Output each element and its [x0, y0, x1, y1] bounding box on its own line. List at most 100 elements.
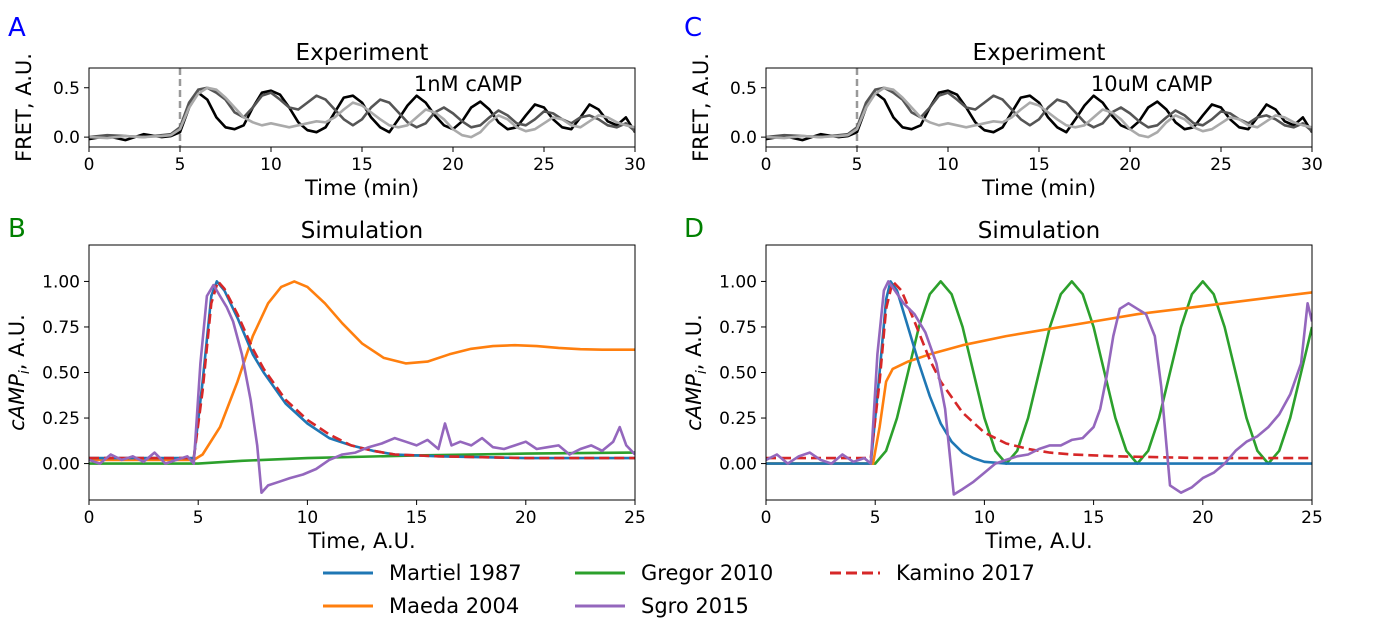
- x-tick-label-d: 20: [1192, 508, 1214, 528]
- panel-letter-c: C: [684, 13, 702, 43]
- series-group-d: [766, 280, 1312, 496]
- x-axis-label-d: Time, A.U.: [984, 529, 1092, 553]
- x-tick-label-c: 20: [1119, 155, 1141, 175]
- x-axis-label-b: Time, A.U.: [307, 529, 415, 553]
- y-axis-label-c: FRET, A.U.: [689, 53, 713, 162]
- legend-label-gregor-2010: Gregor 2010: [641, 561, 773, 585]
- series-line-a-trace-0: [89, 89, 635, 142]
- panels: A Experiment 1nM cAMP 0 5 10 15 20 25 30 0.0 0.5 Tim…: [5, 13, 1323, 553]
- series-group-b: [89, 280, 635, 494]
- y-tick-label-d: 0.25: [719, 409, 757, 429]
- panel-letter-d: D: [684, 214, 704, 244]
- x-tick-label-b: 25: [624, 508, 646, 528]
- series-group-a: [89, 86, 635, 142]
- legend-item-gregor-2010: Gregor 2010: [575, 561, 773, 585]
- legend-item-sgro-2015: Sgro 2015: [575, 594, 749, 618]
- x-tick-label-b: 0: [84, 508, 95, 528]
- chart-title-a: Experiment: [296, 40, 429, 66]
- series-line-b-sgro-2015: [89, 283, 635, 494]
- x-axis-label-c: Time (min): [981, 176, 1096, 200]
- chart-title-b: Simulation: [301, 218, 424, 244]
- annotation-c: 10uM cAMP: [1091, 72, 1213, 96]
- x-tick-label-a: 5: [175, 155, 186, 175]
- y-axis-label-rest: , A.U.: [5, 314, 29, 370]
- legend-label-martiel-1987: Martiel 1987: [389, 561, 522, 585]
- x-tick-label-b: 5: [193, 508, 204, 528]
- y-tick-label-d: 0.75: [719, 318, 757, 338]
- y-tick-label-b: 0.25: [42, 409, 80, 429]
- series-line-d-martiel-1987: [766, 280, 1312, 465]
- y-tick-label-d: 0.00: [719, 455, 757, 475]
- x-tick-label-b: 15: [406, 508, 428, 528]
- y-tick-label-b: 0.75: [42, 318, 80, 338]
- series-group-c: [766, 86, 1312, 142]
- y-tick-label-b: 0.00: [42, 455, 80, 475]
- series-line-b-maeda-2004: [89, 280, 635, 462]
- series-line-b-martiel-1987: [89, 280, 635, 460]
- series-line-b-gregor-2010: [89, 451, 635, 465]
- chart-title-d: Simulation: [978, 218, 1101, 244]
- y-axis-label-sub: i: [17, 370, 33, 374]
- series-line-d-maeda-2004: [766, 291, 1312, 465]
- panel-a: A Experiment 1nM cAMP 0 5 10 15 20 25 30 0.0 0.5 Tim…: [8, 13, 646, 200]
- series-line-c-trace-1: [766, 86, 1312, 139]
- y-tick-label-b: 0.50: [42, 364, 80, 384]
- x-tick-label-c: 25: [1210, 155, 1232, 175]
- x-tick-label-d: 0: [761, 508, 772, 528]
- legend-label-maeda-2004: Maeda 2004: [389, 594, 519, 618]
- legend-item-maeda-2004: Maeda 2004: [323, 594, 519, 618]
- legend-item-kamino-2017: Kamino 2017: [830, 561, 1035, 585]
- x-tick-label-a: 30: [624, 155, 646, 175]
- x-tick-label-a: 25: [533, 155, 555, 175]
- series-line-c-trace-2: [766, 86, 1312, 140]
- y-axis-label-d: cAMPi, A.U.: [682, 314, 710, 431]
- x-tick-label-d: 5: [870, 508, 881, 528]
- x-tick-label-c: 30: [1301, 155, 1323, 175]
- x-tick-label-b: 20: [515, 508, 537, 528]
- series-line-a-trace-1: [89, 86, 635, 139]
- panel-d: D Simulation 0 5 10 15 20 25 0.00 0.25 0.50 0.75 1.0…: [682, 214, 1323, 553]
- legend-label-kamino-2017: Kamino 2017: [896, 561, 1035, 585]
- x-tick-label-a: 0: [84, 155, 95, 175]
- panel-letter-a: A: [8, 13, 26, 43]
- series-line-d-sgro-2015: [766, 280, 1312, 496]
- legend: Martiel 1987 Maeda 2004 Gregor 2010 Sgro 20…: [323, 561, 1035, 618]
- panel-b: B Simulation 0 5 10 15 20 25 0.00 0.25 0.50 0.75 1.0…: [5, 214, 646, 553]
- x-tick-label-d: 15: [1083, 508, 1105, 528]
- x-tick-label-c: 15: [1028, 155, 1050, 175]
- y-tick-label-d: 1.00: [719, 272, 757, 292]
- y-axis-label-sub: i: [694, 370, 710, 374]
- x-tick-label-c: 0: [761, 155, 772, 175]
- y-tick-label-a: 0.0: [53, 128, 80, 148]
- chart-title-c: Experiment: [973, 40, 1106, 66]
- y-tick-label-c: 0.0: [730, 128, 757, 148]
- x-tick-label-d: 25: [1301, 508, 1323, 528]
- panel-c: C Experiment 10uM cAMP 0 5 10 15 20 25 30 0.0 0.5 Ti…: [684, 13, 1323, 200]
- y-axis-label-main: cAMP: [682, 374, 706, 431]
- annotation-a: 1nM cAMP: [414, 72, 522, 96]
- series-line-d-gregor-2010: [766, 280, 1312, 465]
- y-tick-label-c: 0.5: [730, 79, 757, 99]
- x-tick-label-a: 20: [442, 155, 464, 175]
- y-axis-label-main: cAMP: [5, 374, 29, 431]
- legend-label-sgro-2015: Sgro 2015: [641, 594, 749, 618]
- y-tick-label-a: 0.5: [53, 79, 80, 99]
- series-line-d-kamino-2017: [766, 280, 1312, 460]
- x-tick-label-d: 10: [974, 508, 996, 528]
- y-tick-label-d: 0.50: [719, 364, 757, 384]
- x-tick-label-a: 15: [351, 155, 373, 175]
- x-tick-label-b: 10: [297, 508, 319, 528]
- y-axis-label-a: FRET, A.U.: [12, 53, 36, 162]
- y-tick-label-b: 1.00: [42, 272, 80, 292]
- series-line-a-trace-2: [89, 86, 635, 140]
- legend-item-martiel-1987: Martiel 1987: [323, 561, 522, 585]
- panel-letter-b: B: [8, 214, 26, 244]
- x-axis-label-a: Time (min): [304, 176, 419, 200]
- y-axis-label-rest: , A.U.: [682, 314, 706, 370]
- x-tick-label-c: 5: [852, 155, 863, 175]
- x-tick-label-c: 10: [937, 155, 959, 175]
- series-line-c-trace-0: [766, 89, 1312, 142]
- x-tick-label-a: 10: [260, 155, 282, 175]
- series-line-b-kamino-2017: [89, 280, 635, 460]
